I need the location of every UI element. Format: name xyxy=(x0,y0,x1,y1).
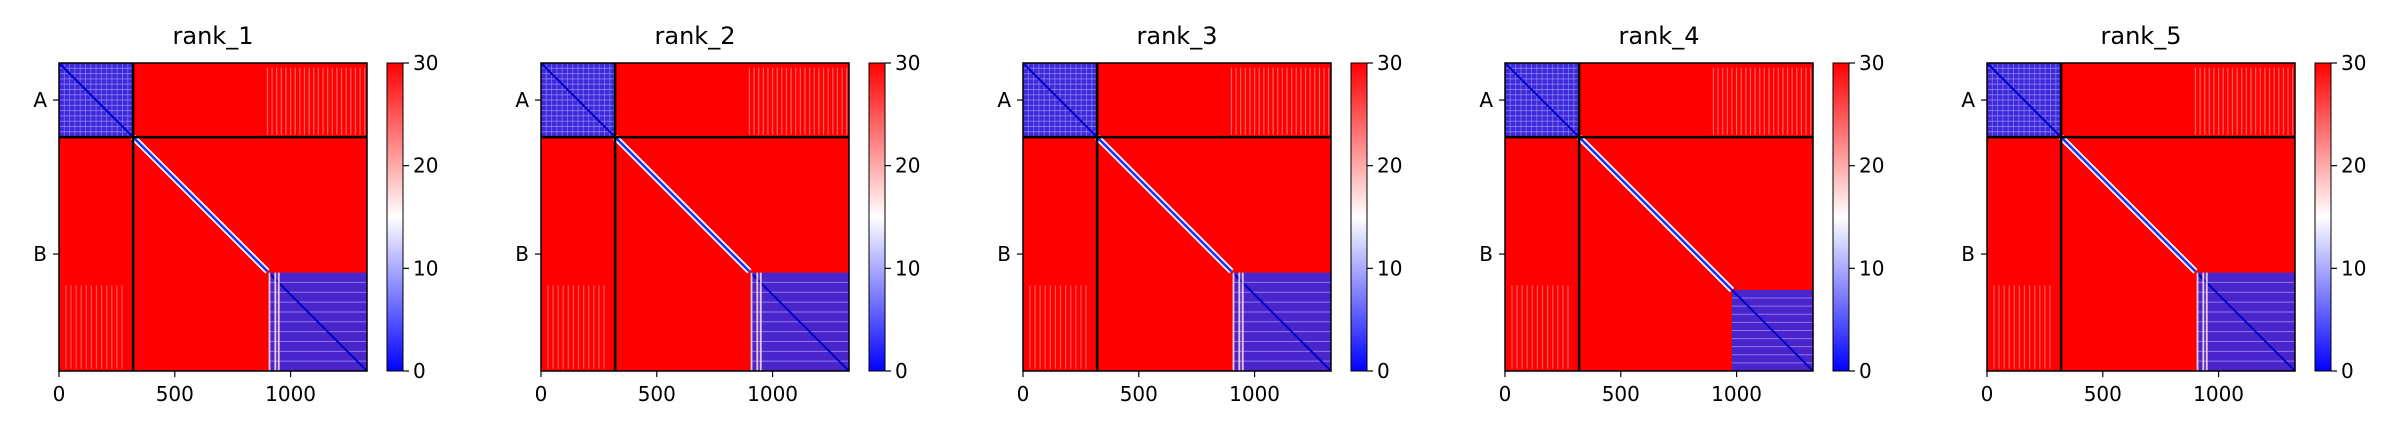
chain-a-diagonal xyxy=(540,62,616,138)
chart-title: rank_3 xyxy=(1137,22,1218,50)
diagonal-band xyxy=(132,136,269,273)
plot-frame xyxy=(1986,62,2296,372)
chart-title: rank_4 xyxy=(1619,22,1700,50)
colorbar xyxy=(868,62,886,372)
domain-diagonal xyxy=(267,271,368,372)
plot-frame xyxy=(1504,62,1814,372)
stripe xyxy=(277,272,280,371)
y-tick-label: A xyxy=(515,88,529,112)
colorbar-tick-label: 30 xyxy=(2341,51,2366,75)
stripe xyxy=(756,272,759,371)
colorbar-tick-label: 20 xyxy=(1377,154,1402,178)
colorbar-tick-label: 0 xyxy=(2341,359,2354,383)
x-tick-label: 1000 xyxy=(265,382,316,406)
x-tick-label: 500 xyxy=(1120,382,1158,406)
colorbar-tick-label: 20 xyxy=(2341,154,2366,178)
x-tick-label: 1000 xyxy=(747,382,798,406)
stripe xyxy=(268,272,271,371)
stripe xyxy=(274,272,277,371)
diagonal-band xyxy=(2060,136,2197,273)
domain-diagonal xyxy=(2195,271,2296,372)
chart-title: rank_2 xyxy=(655,22,736,50)
chart-title: rank_5 xyxy=(2101,22,2182,50)
panel-1: rank_1 A B 0 500 1000 0 10 20 30 xyxy=(33,22,438,406)
chain-a-diagonal xyxy=(58,62,134,138)
stripe xyxy=(2196,272,2199,371)
chart-title: rank_1 xyxy=(173,22,254,50)
colorbar-tick-label: 10 xyxy=(895,256,920,280)
colorbar-tick-label: 30 xyxy=(413,51,438,75)
colorbar-tick-label: 20 xyxy=(895,154,920,178)
chain-a-diagonal xyxy=(1504,62,1580,138)
diagonal-band xyxy=(1096,136,1233,273)
colorbar-tick-label: 10 xyxy=(1859,256,1884,280)
y-tick-label: A xyxy=(1479,88,1493,112)
domain-diagonal xyxy=(749,271,850,372)
x-tick-label: 500 xyxy=(1602,382,1640,406)
x-tick-label: 0 xyxy=(1981,382,1994,406)
colorbar-tick-label: 0 xyxy=(1859,359,1872,383)
x-tick-label: 1000 xyxy=(2193,382,2244,406)
colorbar-tick-label: 30 xyxy=(1377,51,1402,75)
x-tick-label: 500 xyxy=(638,382,676,406)
colorbar xyxy=(2314,62,2332,372)
colorbar-tick-label: 0 xyxy=(1377,359,1390,383)
x-tick-label: 0 xyxy=(535,382,548,406)
domain-diagonal xyxy=(1231,271,1332,372)
colorbar-tick-label: 0 xyxy=(413,359,426,383)
x-tick-label: 500 xyxy=(2084,382,2122,406)
colorbar xyxy=(1350,62,1368,372)
stripe xyxy=(1232,272,1235,371)
stripe xyxy=(1238,272,1241,371)
colorbar-tick-label: 30 xyxy=(895,51,920,75)
colorbar-tick-label: 10 xyxy=(1377,256,1402,280)
colorbar-tick-label: 20 xyxy=(1859,154,1884,178)
stripe xyxy=(750,272,753,371)
x-tick-label: 500 xyxy=(156,382,194,406)
y-tick-label: A xyxy=(1961,88,1975,112)
y-tick-label: B xyxy=(33,242,47,266)
x-tick-label: 0 xyxy=(53,382,66,406)
colorbar-tick-label: 30 xyxy=(1859,51,1884,75)
colorbar xyxy=(386,62,404,372)
colorbar-tick-label: 10 xyxy=(413,256,438,280)
y-tick-label: A xyxy=(33,88,47,112)
chain-a-diagonal xyxy=(1022,62,1098,138)
stripe xyxy=(759,272,762,371)
panel-4: rank_4 A B 0 500 1000 0 10 20 30 xyxy=(1479,22,1884,406)
y-tick-label: B xyxy=(1961,242,1975,266)
plot-frame xyxy=(1022,62,1332,372)
panel-2: rank_2 A B 0 500 1000 0 10 20 30 xyxy=(515,22,920,406)
colorbar-tick-label: 20 xyxy=(413,154,438,178)
x-tick-label: 1000 xyxy=(1229,382,1280,406)
y-tick-label: B xyxy=(515,242,529,266)
y-tick-label: B xyxy=(997,242,1011,266)
x-tick-label: 0 xyxy=(1017,382,1030,406)
plot-frame xyxy=(58,62,368,372)
colorbar xyxy=(1832,62,1850,372)
panel-3: rank_3 A B 0 500 1000 0 10 20 30 xyxy=(997,22,1402,406)
stripe xyxy=(2202,272,2205,371)
domain-diagonal xyxy=(1731,289,1814,372)
x-tick-label: 0 xyxy=(1499,382,1512,406)
y-tick-label: B xyxy=(1479,242,1493,266)
stripe xyxy=(2205,272,2208,371)
diagonal-band xyxy=(614,136,751,273)
diagonal-band xyxy=(1578,136,1733,291)
stripe xyxy=(1241,272,1244,371)
plot-frame xyxy=(540,62,850,372)
x-tick-label: 1000 xyxy=(1711,382,1762,406)
chain-a-diagonal xyxy=(1986,62,2062,138)
panel-5: rank_5 A B 0 500 1000 0 10 20 30 xyxy=(1961,22,2366,406)
colorbar-tick-label: 0 xyxy=(895,359,908,383)
colorbar-tick-label: 10 xyxy=(2341,256,2366,280)
y-tick-label: A xyxy=(997,88,1011,112)
